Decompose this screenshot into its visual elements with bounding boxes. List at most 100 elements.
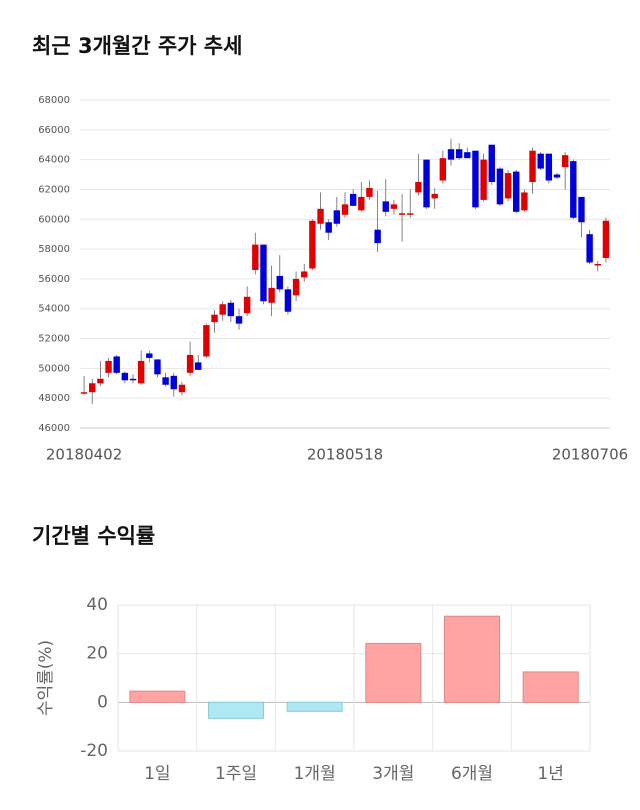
candle-body — [439, 158, 447, 181]
candle-body — [162, 377, 169, 385]
chart-title: 기간별 수익률 — [32, 524, 155, 548]
candle-body — [529, 150, 536, 182]
y-tick-label: 68000 — [38, 95, 70, 106]
candle-body — [521, 192, 528, 211]
candle-body — [186, 354, 194, 373]
candle-body — [545, 153, 553, 181]
x-tick-label: 20180402 — [46, 446, 122, 464]
x-tick-label: 1년 — [537, 764, 563, 784]
candle-body — [195, 362, 202, 370]
candle-body — [488, 144, 495, 182]
candle-body — [301, 271, 308, 278]
candle-body — [561, 155, 569, 168]
bar — [365, 642, 422, 703]
candle-body — [252, 244, 259, 270]
x-tick-label: 1일 — [144, 764, 170, 784]
x-tick-label: 6개월 — [451, 764, 493, 784]
candle-body — [496, 168, 504, 205]
y-axis-label: 수익률(%) — [36, 640, 56, 716]
candle-body — [358, 196, 365, 211]
candle-body — [97, 378, 104, 384]
candle-body — [129, 378, 137, 381]
candle-body — [570, 161, 577, 218]
bar — [207, 701, 265, 719]
candle-body — [455, 149, 463, 159]
candle-body — [235, 316, 243, 324]
candle-body — [602, 220, 610, 259]
candle-body — [513, 171, 520, 212]
candle-body — [366, 187, 373, 197]
candle-body — [480, 159, 487, 200]
candle-body — [325, 222, 332, 233]
candle-body — [398, 213, 406, 215]
candle-body — [537, 153, 544, 169]
candle-body — [504, 173, 512, 199]
candle-body — [309, 220, 316, 269]
y-tick-label: 40 — [86, 595, 108, 615]
candle-body — [333, 210, 341, 224]
candle-body — [80, 392, 88, 394]
candle-body — [268, 287, 275, 303]
candle-body — [137, 360, 145, 384]
candle-body — [586, 234, 593, 263]
candle-body — [284, 289, 292, 312]
candle-body — [105, 360, 112, 373]
x-tick-label: 20180706 — [552, 446, 628, 464]
candle-body — [113, 356, 120, 373]
y-tick-label: 20 — [86, 644, 108, 664]
y-tick-label: 50000 — [38, 363, 70, 374]
y-tick-label: 48000 — [38, 393, 70, 404]
candle-body — [423, 159, 430, 208]
candle-body — [431, 193, 438, 199]
x-tick-label: 1주일 — [215, 764, 257, 784]
candle-body — [243, 296, 251, 314]
y-tick-label: 54000 — [38, 304, 70, 315]
y-tick-label: 62000 — [38, 184, 70, 195]
y-tick-label: 66000 — [38, 125, 70, 136]
candle-body — [317, 208, 324, 224]
bar — [443, 615, 501, 703]
candle-body — [594, 264, 601, 266]
x-tick-label: 3개월 — [372, 764, 414, 784]
y-tick-label: 60000 — [38, 214, 70, 225]
candle-body — [178, 384, 186, 393]
y-tick-label: 64000 — [38, 155, 70, 166]
y-tick-label: 46000 — [38, 423, 70, 434]
bar — [522, 671, 579, 703]
candle-body — [219, 304, 226, 315]
candle-body — [390, 204, 398, 209]
candle-body — [382, 201, 389, 212]
y-tick-label: 52000 — [38, 334, 70, 345]
bar — [286, 701, 343, 712]
candle-body — [407, 213, 414, 215]
bar — [129, 690, 186, 703]
x-tick-label: 1개월 — [294, 764, 336, 784]
candle-body — [578, 196, 585, 223]
candle-body — [349, 193, 357, 206]
candle-body — [415, 182, 422, 193]
candle-body — [341, 204, 349, 215]
candle-body — [227, 302, 235, 317]
y-tick-label: 0 — [97, 692, 108, 712]
candle-body — [472, 150, 479, 208]
candle-body — [374, 229, 381, 244]
chart-title: 최근 3개월간 주가 추세 — [32, 34, 242, 58]
candle-body — [89, 383, 96, 393]
candle-body — [260, 244, 267, 302]
y-tick-label: -20 — [80, 741, 108, 761]
candle-body — [553, 174, 561, 178]
y-tick-label: 56000 — [38, 274, 70, 285]
candle-body — [146, 353, 153, 358]
x-tick-label: 20180518 — [307, 446, 383, 464]
y-tick-label: 58000 — [38, 244, 70, 255]
candle-body — [170, 375, 177, 390]
candle-body — [464, 152, 471, 159]
candle-body — [121, 372, 129, 381]
candle-body — [211, 314, 218, 323]
candle-body — [447, 149, 455, 160]
candle-body — [154, 359, 161, 375]
candle-body — [292, 278, 300, 296]
candle-body — [276, 275, 283, 290]
candle-body — [203, 325, 210, 357]
